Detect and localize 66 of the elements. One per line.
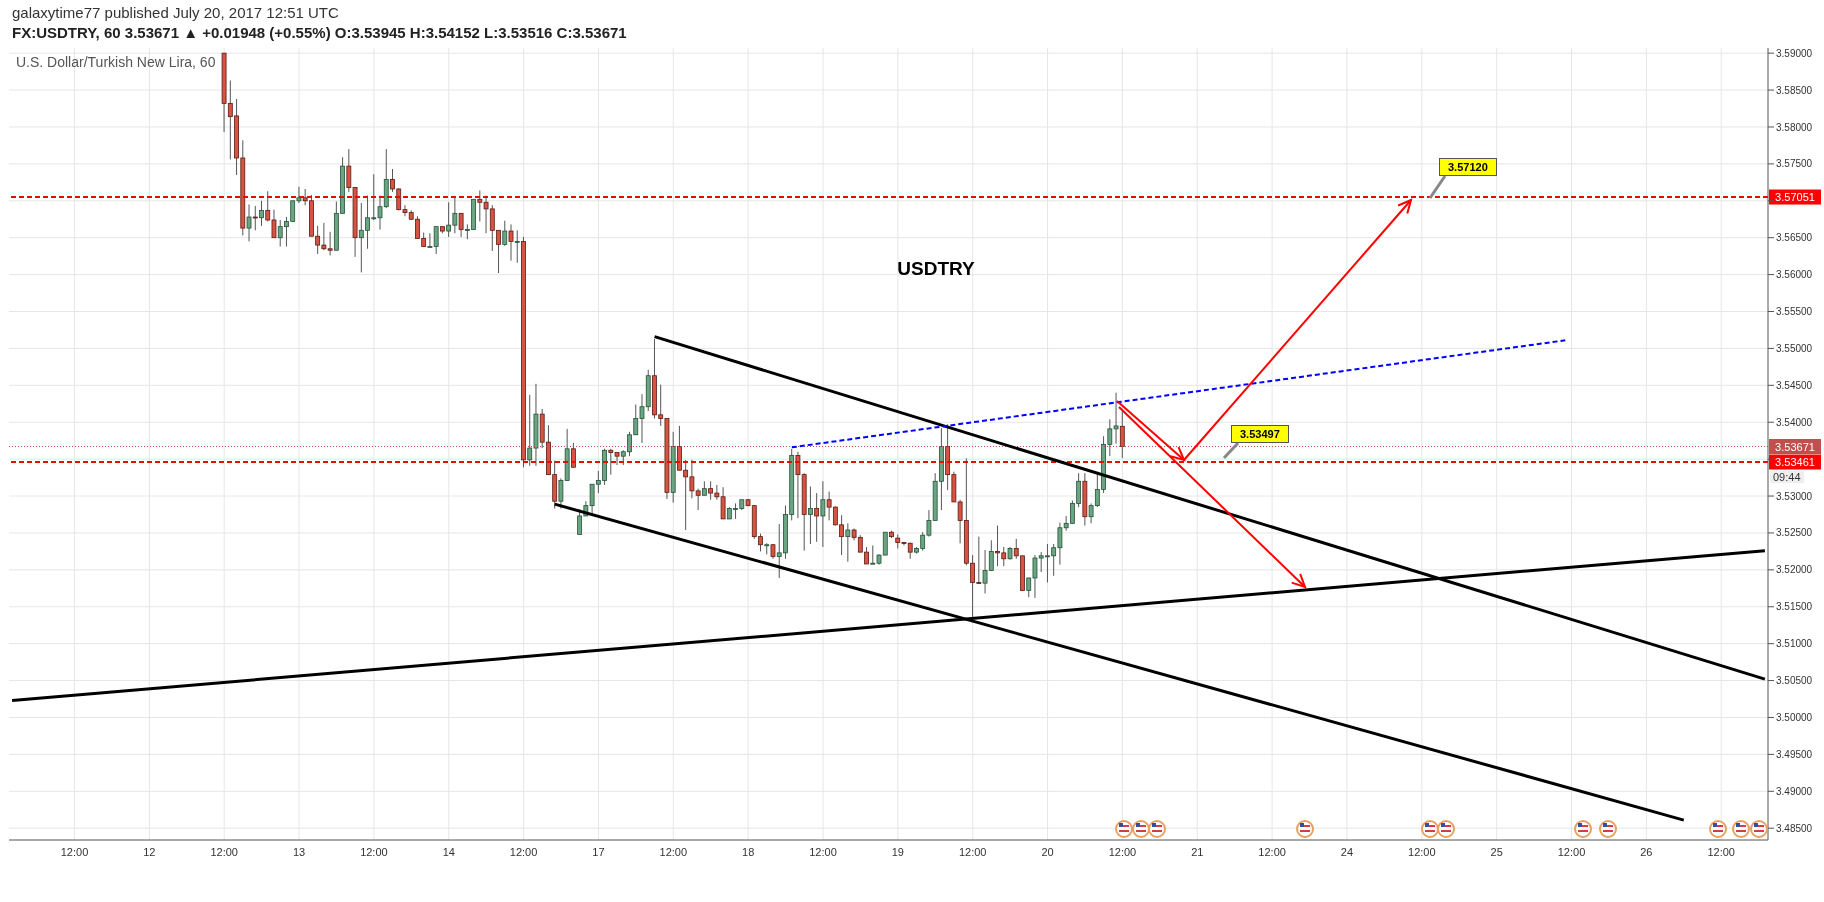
x-tick-label: 24 bbox=[1340, 845, 1354, 858]
x-tick-label: 12:00 bbox=[958, 845, 987, 858]
y-tick-label: 3.52500 bbox=[1776, 527, 1813, 539]
x-tick-label: 12:00 bbox=[1258, 845, 1286, 858]
candlestick bbox=[814, 492, 820, 543]
annotation: 3.57120 bbox=[1439, 158, 1497, 176]
x-tick-label: 26 bbox=[1640, 845, 1653, 858]
y-tick-label: 3.56500 bbox=[1776, 232, 1813, 244]
candlestick bbox=[808, 485, 813, 545]
x-tick-label: 12:00 bbox=[1557, 845, 1586, 858]
candlestick bbox=[458, 212, 464, 238]
x-tick-label: 12:00 bbox=[360, 845, 388, 858]
y-tick-label: 3.50500 bbox=[1776, 675, 1813, 687]
chart-subtitle: U.S. Dollar/Turkish New Lira, 60 bbox=[16, 54, 216, 70]
x-tick-label: 12:00 bbox=[1108, 845, 1137, 858]
x-tick-label: 13 bbox=[292, 845, 306, 858]
candlestick bbox=[1119, 410, 1125, 459]
x-tick-label: 12 bbox=[143, 845, 156, 858]
ref-line-label: 3.57051 bbox=[1775, 191, 1815, 204]
candlestick bbox=[252, 205, 258, 231]
y-tick-label: 3.51000 bbox=[1776, 638, 1813, 650]
annotation: USDTRY bbox=[897, 258, 975, 280]
x-tick-label: 12:00 bbox=[210, 845, 238, 858]
candlestick bbox=[502, 220, 508, 247]
x-tick-label: 20 bbox=[1041, 845, 1054, 858]
candlestick bbox=[514, 229, 520, 264]
x-tick-label: 17 bbox=[592, 845, 605, 858]
x-tick-label: 12:00 bbox=[1408, 845, 1436, 858]
x-tick-label: 21 bbox=[1191, 845, 1204, 858]
annotation: 3.53497 bbox=[1231, 425, 1289, 443]
y-tick-label: 3.57500 bbox=[1776, 158, 1813, 170]
y-tick-label: 3.55500 bbox=[1776, 306, 1813, 318]
candlestick bbox=[246, 203, 252, 242]
y-tick-label: 3.52000 bbox=[1776, 564, 1813, 576]
y-tick-label: 3.48500 bbox=[1776, 822, 1813, 834]
y-tick-label: 3.53000 bbox=[1776, 490, 1813, 502]
y-tick-label: 3.58500 bbox=[1776, 84, 1813, 96]
x-tick-label: 25 bbox=[1490, 845, 1503, 858]
y-tick-label: 3.56000 bbox=[1776, 269, 1813, 281]
ref-line-label: 3.53671 bbox=[1775, 440, 1815, 453]
x-tick-label: 12:00 bbox=[509, 845, 538, 858]
x-tick-label: 12:00 bbox=[659, 845, 688, 858]
x-tick-label: 12:00 bbox=[809, 845, 837, 858]
y-tick-label: 3.55000 bbox=[1776, 342, 1813, 354]
candlestick bbox=[508, 223, 514, 262]
candlestick bbox=[845, 522, 851, 563]
y-tick-label: 3.59000 bbox=[1776, 47, 1813, 59]
x-tick-label: 18 bbox=[742, 845, 755, 858]
x-tick-label: 12:00 bbox=[1707, 845, 1735, 858]
text: 09:44 bbox=[1770, 471, 1804, 483]
text: galaxytime77 published July 20, 2017 12:51 UTC bbox=[12, 4, 339, 21]
y-tick-label: 3.54000 bbox=[1776, 416, 1813, 428]
candlestick bbox=[570, 442, 576, 468]
x-tick-label: 12:00 bbox=[60, 845, 89, 858]
x-tick-label: 19 bbox=[891, 845, 904, 858]
candlestick bbox=[259, 200, 264, 227]
y-tick-label: 3.49500 bbox=[1776, 748, 1813, 760]
ref-line-label: 3.53461 bbox=[1775, 456, 1815, 469]
y-tick-label: 3.50000 bbox=[1776, 712, 1813, 724]
y-tick-label: 3.54500 bbox=[1776, 379, 1813, 391]
y-tick-label: 3.49000 bbox=[1776, 785, 1813, 797]
y-tick-label: 3.58000 bbox=[1776, 121, 1813, 133]
chart-title: FX:USDTRY, 60 3.53671 ▲ +0.01948 (+0.55%) O:3.53945 H:3.54152 L:3.53516 C:3.53671 bbox=[12, 24, 627, 41]
y-tick-label: 3.51500 bbox=[1776, 601, 1813, 613]
x-tick-label: 14 bbox=[442, 845, 455, 858]
candlestick bbox=[820, 480, 826, 548]
